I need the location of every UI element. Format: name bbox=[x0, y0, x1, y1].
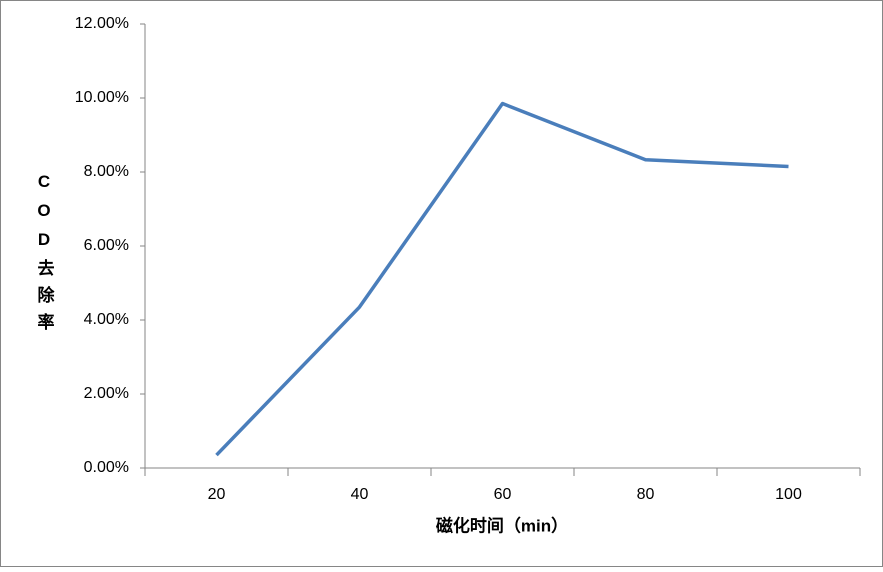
y-tick-label: 0.00% bbox=[84, 459, 129, 476]
x-tick-label: 20 bbox=[208, 486, 226, 503]
y-tick-label: 2.00% bbox=[84, 385, 129, 402]
y-axis-label: COD去除率 bbox=[35, 172, 55, 340]
y-tick-label: 10.00% bbox=[75, 89, 129, 106]
y-tick-label: 12.00% bbox=[75, 15, 129, 32]
x-tick-label: 40 bbox=[351, 486, 369, 503]
y-tick-label: 4.00% bbox=[84, 311, 129, 328]
y-tick-label: 6.00% bbox=[84, 237, 129, 254]
x-tick-label: 80 bbox=[637, 486, 655, 503]
x-tick-label: 60 bbox=[494, 486, 512, 503]
data-line bbox=[215, 101, 789, 457]
x-axis-label: 磁化时间（min） bbox=[436, 515, 568, 535]
y-tick-label: 8.00% bbox=[84, 163, 129, 180]
x-tick-label: 100 bbox=[775, 486, 802, 503]
